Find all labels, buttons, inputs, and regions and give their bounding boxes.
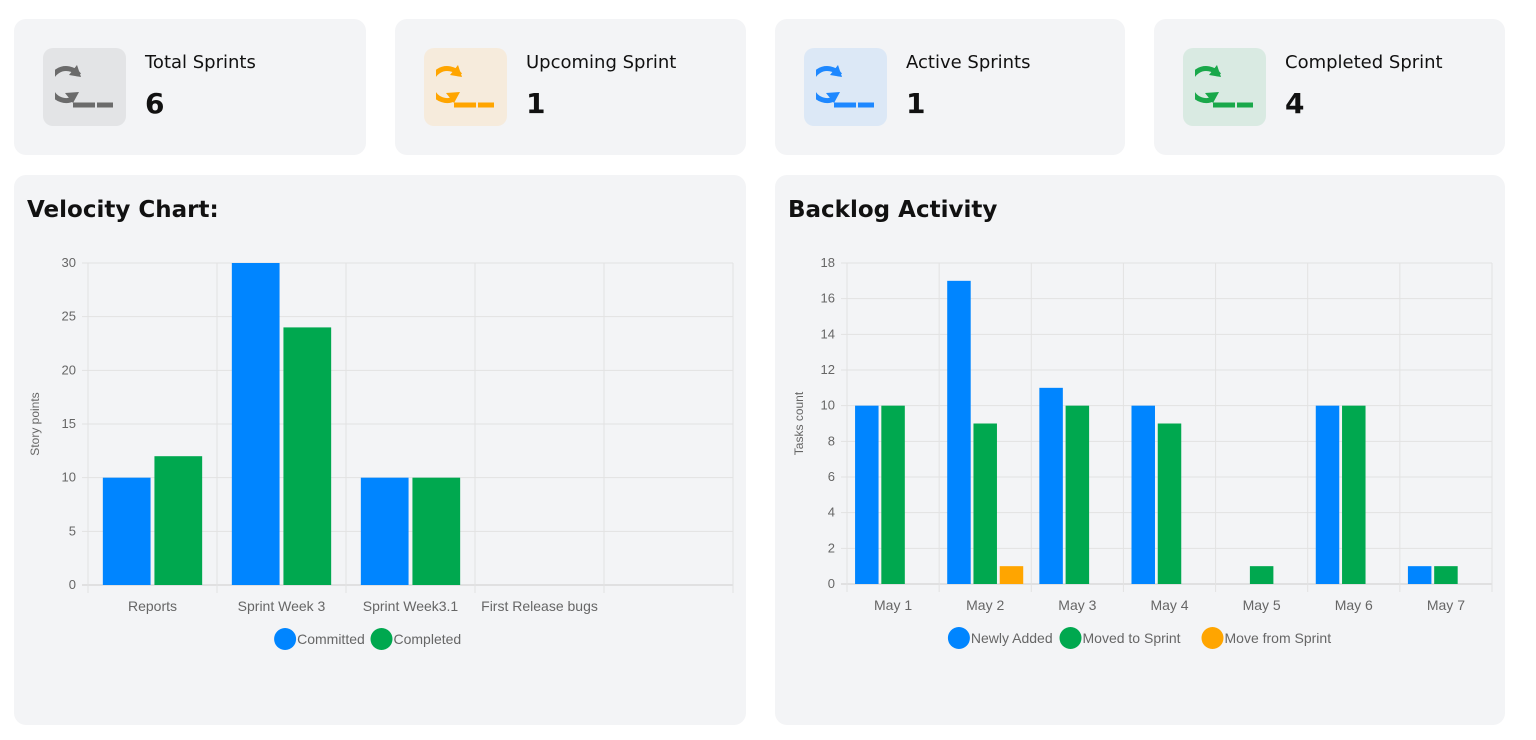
y-tick-label: 15 [62,416,76,431]
backlog-activity-title: Backlog Activity [788,197,998,223]
bar [283,327,332,585]
y-tick-label: 0 [69,577,76,592]
velocity-chart-card: Velocity Chart: 0 5 10 15 20 25 30 Story points… [14,175,746,725]
legend-swatch [947,627,970,649]
y-tick-label: 6 [828,469,835,484]
legend-label: Completed [394,631,462,647]
velocity-chart: 0 5 10 15 20 25 30 Story points Reports Sprint We… [28,255,734,650]
bar [1157,423,1182,584]
x-tick-label: May 6 [1335,597,1373,613]
stat-card: Active Sprints 1 [775,19,1125,155]
y-tick-label: 18 [821,255,835,270]
bar [412,477,461,585]
bar [1131,405,1155,584]
stat-label: Active Sprints [906,52,1031,73]
y-tick-label: 12 [821,362,835,377]
bar [1249,566,1274,584]
x-tick-label: May 4 [1150,597,1188,613]
x-tick-label: May 2 [966,597,1004,613]
stat-label: Total Sprints [145,52,256,73]
legend-swatch [274,628,297,650]
stat-value: 6 [145,87,165,120]
legend-label: Moved to Sprint [1083,630,1181,646]
y-axis-label: Tasks count [792,391,806,455]
y-tick-label: 8 [828,433,835,448]
x-tick-label: Sprint Week3.1 [363,598,459,614]
bar [1315,405,1340,584]
x-tick-label: May 1 [874,597,912,613]
bar [973,423,997,584]
stat-label: Completed Sprint [1285,52,1443,73]
x-tick-label: Reports [128,598,177,614]
y-tick-label: 25 [62,309,76,324]
bar [855,405,879,584]
stat-value: 1 [906,87,926,120]
legend-swatch [370,628,393,650]
stat-value: 4 [1285,87,1305,120]
legend-label: Newly Added [971,630,1053,646]
x-tick-label: Sprint Week 3 [238,598,326,614]
bar [999,566,1024,584]
velocity-chart-title: Velocity Chart: [27,197,219,223]
y-tick-label: 16 [821,291,835,306]
y-tick-label: 10 [821,398,835,413]
legend-swatch [1201,627,1224,649]
y-tick-label: 2 [828,540,835,555]
sprint-loop-icon [804,48,887,126]
bar [1342,405,1366,584]
sprint-loop-icon [1183,48,1266,126]
y-tick-label: 10 [62,470,76,485]
y-tick-label: 5 [69,523,76,538]
bar [947,280,971,584]
y-tick-label: 30 [62,255,76,270]
bar [1039,387,1063,584]
stat-card: Completed Sprint 4 [1154,19,1505,155]
y-tick-label: 0 [828,576,835,591]
backlog-activity-chart: 0 2 4 6 8 10 12 14 16 18 Tasks count May 1 May 2 May … [792,255,1493,649]
legend-swatch [1059,627,1082,649]
sprint-loop-icon [43,48,126,126]
bar [1407,566,1432,584]
bar [231,263,280,585]
y-tick-label: 4 [828,505,835,520]
bar [360,477,409,585]
stat-card: Total Sprints 6 [14,19,366,155]
x-tick-label: First Release bugs [481,598,598,614]
stat-value: 1 [526,87,546,120]
x-tick-label: May 7 [1427,597,1465,613]
stat-card: Upcoming Sprint 1 [395,19,746,155]
x-tick-label: May 5 [1243,597,1281,613]
stat-label: Upcoming Sprint [526,52,677,73]
bar [154,456,203,585]
bar [102,477,151,585]
x-tick-label: May 3 [1058,597,1096,613]
y-tick-label: 14 [821,326,835,341]
bar [1065,405,1090,584]
bar [1434,566,1458,584]
y-axis-label: Story points [28,392,42,455]
bar [881,405,905,584]
legend-label: Move from Sprint [1225,630,1332,646]
y-tick-label: 20 [62,362,76,377]
backlog-activity-card: Backlog Activity 0 2 4 6 8 10 12 14 16 18 Tasks co… [775,175,1505,725]
legend-label: Committed [297,631,365,647]
sprint-loop-icon [424,48,507,126]
